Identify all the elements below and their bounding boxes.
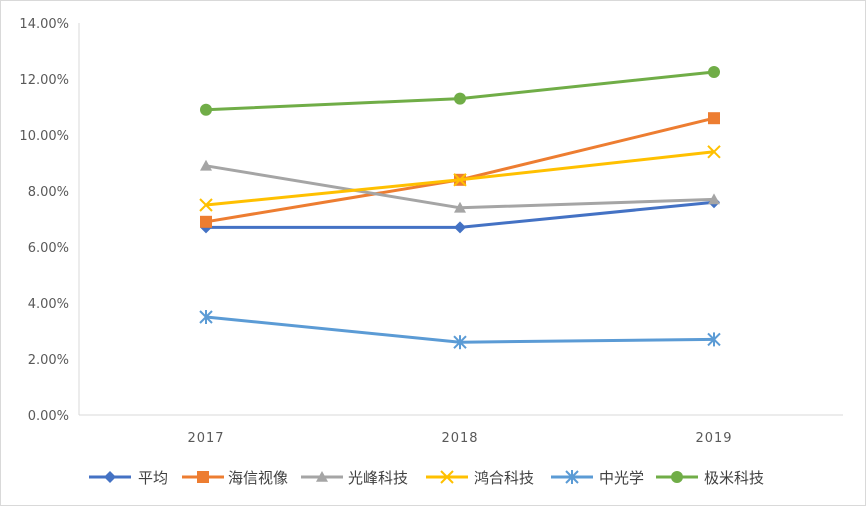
y-axis-ticks: 0.00% 2.00% 4.00% 6.00% 8.00% 10.00% 12.00% 14.…	[19, 17, 69, 424]
y-tick-label: 0.00%	[28, 409, 69, 424]
data-point	[104, 471, 116, 483]
data-point	[316, 471, 328, 482]
legend: 平均 海信视像 光峰科技 鸿合科技 中光学 极米科技	[89, 469, 764, 487]
series-layer	[199, 66, 721, 350]
data-point	[200, 215, 212, 228]
y-tick-label: 6.00%	[28, 241, 69, 256]
data-point	[200, 159, 212, 171]
data-point	[453, 173, 467, 187]
x-tick-label: 2019	[695, 431, 732, 446]
series-line	[205, 164, 715, 210]
legend-item: 光峰科技	[301, 469, 408, 487]
series-6	[200, 66, 720, 116]
data-point	[707, 145, 721, 159]
x-axis-ticks: 2017 2018 2019	[187, 431, 732, 446]
data-point	[707, 332, 721, 347]
data-point	[453, 335, 467, 350]
series-4	[199, 145, 721, 212]
series-3	[200, 159, 720, 213]
data-point	[199, 198, 213, 212]
y-tick-label: 14.00%	[19, 17, 69, 32]
data-point	[197, 471, 209, 483]
x-tick-label: 2017	[187, 431, 224, 446]
data-point	[199, 310, 213, 324]
y-tick-label: 4.00%	[28, 297, 69, 312]
legend-label: 中光学	[599, 469, 644, 487]
y-tick-label: 10.00%	[19, 129, 69, 144]
legend-label: 平均	[138, 469, 168, 487]
data-point	[440, 470, 454, 484]
legend-item: 鸿合科技	[426, 469, 534, 487]
data-point	[454, 92, 466, 105]
legend-item: 极米科技	[656, 469, 764, 487]
y-tick-label: 12.00%	[19, 73, 69, 88]
y-tick-label: 8.00%	[28, 185, 69, 200]
legend-item: 海信视像	[182, 469, 288, 487]
data-point	[708, 66, 720, 78]
legend-item: 中光学	[551, 469, 644, 487]
axes	[78, 23, 843, 416]
x-tick-label: 2018	[441, 431, 478, 446]
data-point	[200, 103, 212, 116]
data-point	[454, 221, 466, 234]
legend-item: 平均	[89, 469, 168, 487]
legend-label: 极米科技	[704, 469, 764, 487]
data-point	[454, 201, 466, 213]
legend-label: 光峰科技	[348, 469, 408, 487]
y-tick-label: 2.00%	[28, 353, 69, 368]
data-point	[708, 112, 720, 125]
legend-label: 鸿合科技	[474, 469, 534, 487]
legend-label: 海信视像	[228, 469, 288, 487]
data-point	[565, 470, 579, 484]
data-point	[708, 193, 720, 205]
series-5	[199, 310, 721, 350]
data-point	[671, 471, 683, 483]
